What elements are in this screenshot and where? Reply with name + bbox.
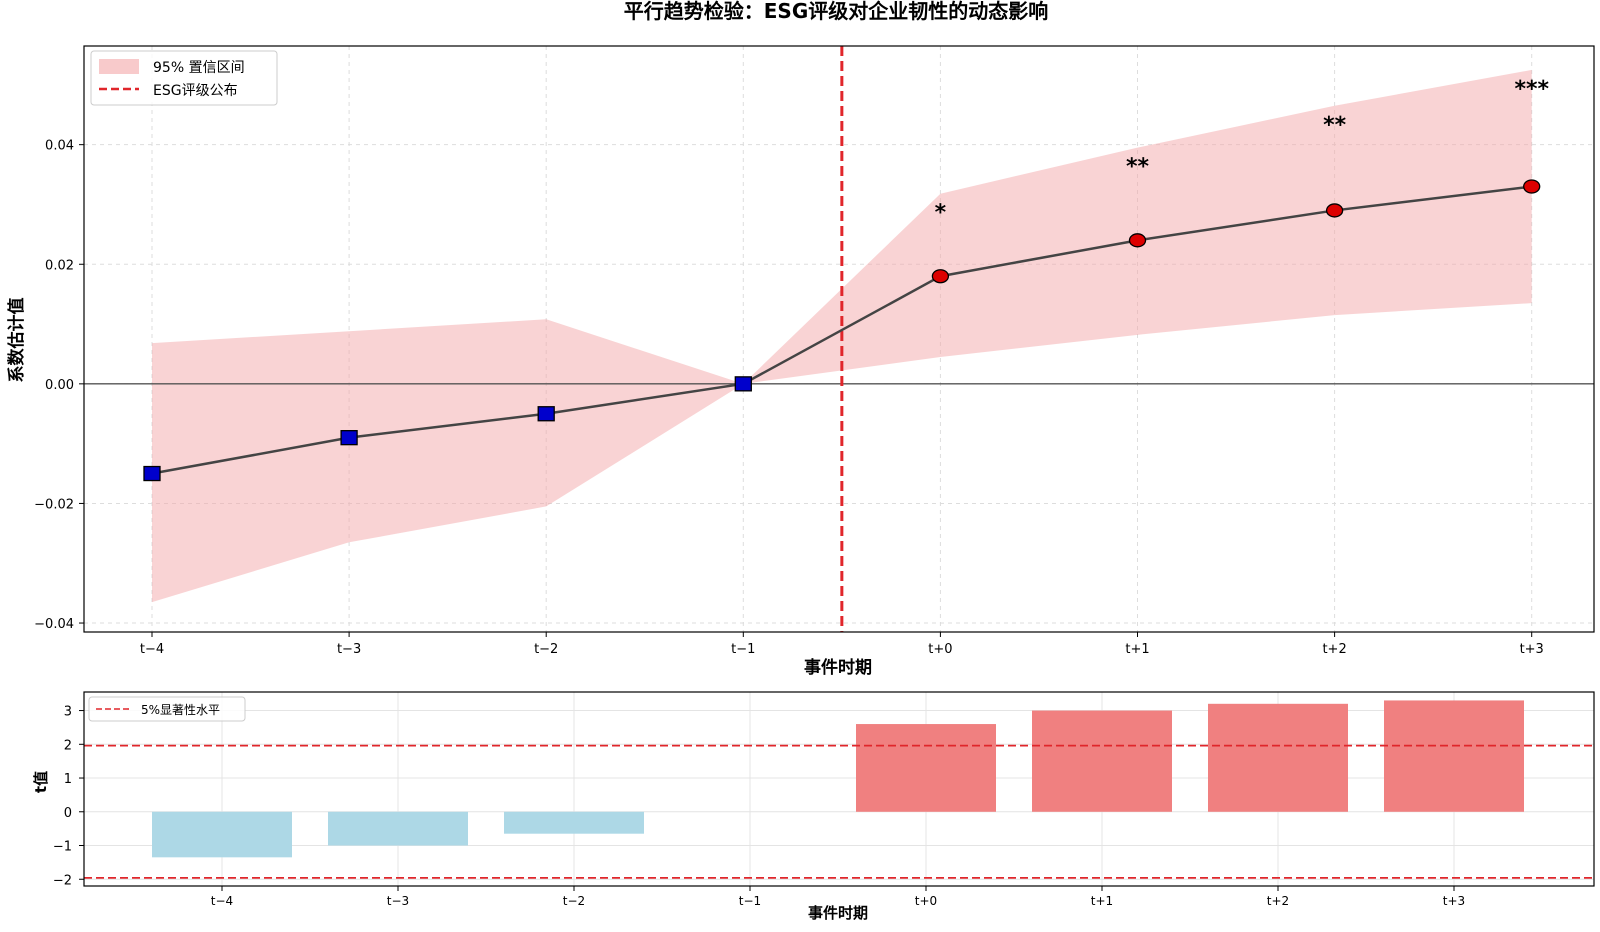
- top-x-ticks: t−4 t−3 t−2 t−1 t+0 t+1 t+2 t+3: [140, 632, 1544, 657]
- bottom-y-tick-label-5: −2: [53, 873, 72, 888]
- significance-star-6: **: [1323, 113, 1347, 138]
- bottom-legend-box: [88, 696, 246, 722]
- top-y-ticks: 0.04 0.02 0.00 −0.02 −0.04: [34, 139, 84, 632]
- bottom-y-tick-label-1: 2: [64, 738, 72, 753]
- top-x-tick-label-1: t−3: [337, 642, 361, 657]
- top-y-tick-label-2: 0.00: [45, 378, 74, 393]
- bottom-x-tick-label-0: t−4: [211, 894, 233, 908]
- bottom-x-tick-label-5: t+1: [1091, 894, 1113, 908]
- top-y-tick-label-0: 0.04: [45, 139, 74, 154]
- bottom-x-tick-label-4: t+0: [915, 894, 937, 908]
- top-x-tick-label-6: t+2: [1322, 642, 1346, 657]
- bottom-x-tick-label-7: t+3: [1443, 894, 1465, 908]
- top-legend: 95% 置信区间 ESG评级公布: [90, 50, 278, 106]
- top-chart-title: 平行趋势检验：ESG评级对企业韧性的动态影响: [624, 0, 1048, 23]
- bottom-x-tick-label-3: t−1: [739, 894, 761, 908]
- legend-swatch-ci: [99, 59, 139, 74]
- coefficient-series: [143, 179, 1541, 482]
- top-x-axis-label: 事件时期: [804, 657, 872, 678]
- top-x-tick-label-4: t+0: [928, 642, 952, 657]
- top-y-axis-label: 系数估计值: [6, 298, 27, 383]
- significance-star-5: **: [1126, 155, 1150, 180]
- legend-label-ci: 95% 置信区间: [153, 60, 245, 76]
- t-value-bar-7: [1384, 700, 1524, 812]
- bottom-axes-frame: [83, 691, 1595, 887]
- significance-stars: ********: [935, 77, 1550, 226]
- bottom-y-tick-label-4: −1: [53, 840, 72, 855]
- top-y-tick-label-3: −0.02: [34, 497, 74, 512]
- pre-period-point-1: [340, 430, 358, 446]
- post-period-point-6: [1325, 203, 1344, 218]
- bottom-y-tick-label-2: 1: [64, 772, 72, 787]
- post-period-point-5: [1128, 233, 1147, 248]
- legend-label-threshold: 5%显著性水平: [141, 703, 220, 717]
- t-value-bar-0: [152, 811, 292, 858]
- t-value-bar-4: [856, 724, 996, 812]
- legend-label-event: ESG评级公布: [153, 83, 238, 99]
- post-period-point-4: [931, 269, 950, 284]
- bottom-x-ticks: t−4 t−3 t−2 t−1 t+0 t+1 t+2 t+3: [211, 886, 1465, 908]
- bottom-grid: [84, 692, 1594, 886]
- significance-star-4: *: [935, 201, 947, 226]
- coefficient-line: [151, 185, 1532, 475]
- coefficient-chart: ******** 0.040.020.00−0.02−0.04 t−4 t−3 t−…: [6, 45, 1595, 678]
- top-x-tick-label-2: t−2: [534, 642, 558, 657]
- top-y-tick-label-4: −0.04: [34, 617, 74, 632]
- t-value-chart: 3 2 1 0 −1 −2 t−4 t−3 t−2 t−1 t+0 t+1 t+2 t+3 事件时期 t…: [32, 691, 1595, 922]
- t-value-bar-1: [328, 811, 468, 846]
- pre-period-point-3: [734, 376, 752, 392]
- bottom-x-tick-label-6: t+2: [1267, 894, 1289, 908]
- post-period-point-7: [1523, 179, 1541, 194]
- top-x-tick-label-3: t−1: [731, 642, 755, 657]
- pre-period-point-2: [537, 406, 555, 422]
- top-axes-frame: [83, 45, 1595, 633]
- t-value-bar-5: [1032, 710, 1172, 812]
- t-value-bars: [152, 700, 1524, 858]
- pre-period-point-0: [143, 465, 161, 482]
- bottom-y-tick-label-3: 0: [64, 806, 72, 821]
- bottom-x-tick-label-1: t−3: [387, 894, 409, 908]
- significance-star-7: ***: [1514, 77, 1549, 102]
- t-value-bar-6: [1208, 703, 1348, 812]
- bottom-y-axis-label: t值: [32, 771, 50, 793]
- bottom-x-axis-label: 事件时期: [808, 904, 868, 922]
- top-y-tick-label-1: 0.02: [45, 258, 74, 273]
- t-value-bar-2: [504, 811, 644, 834]
- top-x-tick-label-7: t+3: [1520, 642, 1544, 657]
- bottom-x-tick-label-2: t−2: [563, 894, 585, 908]
- top-x-tick-label-0: t−4: [140, 642, 164, 657]
- bottom-y-tick-label-0: 3: [64, 705, 72, 720]
- bottom-legend: 5%显著性水平: [88, 696, 246, 722]
- top-x-tick-label-5: t+1: [1125, 642, 1149, 657]
- bottom-y-ticks: 3 2 1 0 −1 −2: [53, 705, 84, 888]
